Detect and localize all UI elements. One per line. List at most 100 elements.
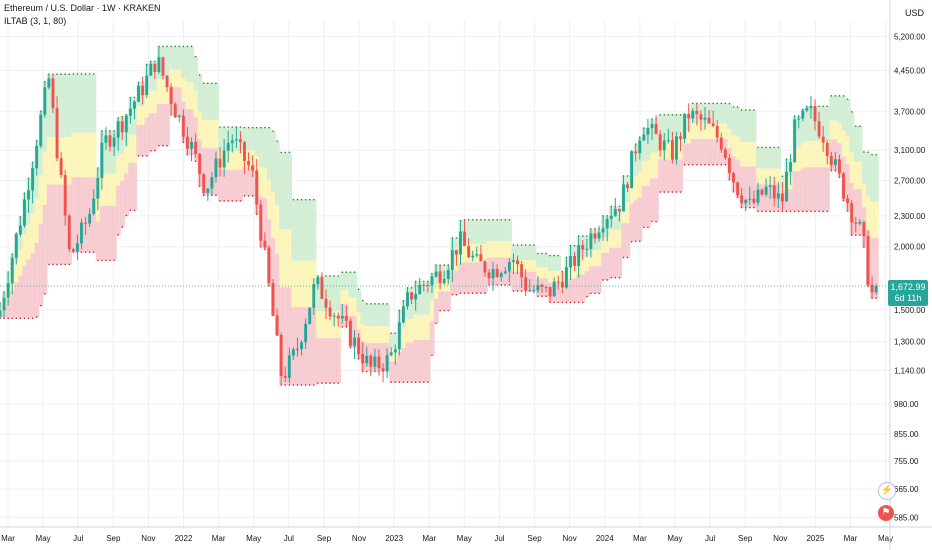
zone-yellow: [625, 202, 631, 224]
candle-body: [442, 278, 446, 284]
zone-yellow: [747, 142, 753, 167]
zone-red: [874, 237, 879, 299]
zone-yellow: [0, 308, 3, 312]
candle-body: [279, 334, 283, 377]
zone-high-dot: [704, 102, 706, 105]
zone-red: [450, 270, 455, 295]
zone-green: [800, 109, 806, 143]
candle-body: [752, 198, 756, 203]
zone-yellow: [14, 261, 19, 283]
zone-red: [580, 274, 586, 303]
zone-red: [112, 205, 117, 261]
candle-body: [467, 246, 471, 258]
zone-red: [291, 307, 297, 386]
zone-green: [470, 219, 476, 244]
zone-low-dot: [459, 292, 462, 294]
zone-low-dot: [508, 284, 511, 286]
y-tick-label: 4,450.00: [894, 67, 926, 76]
zone-green: [63, 74, 68, 137]
zone-high-dot: [875, 153, 877, 156]
zone-high-dot: [345, 271, 348, 274]
zone-green: [275, 141, 280, 206]
zone-low-dot: [333, 382, 335, 384]
candle-body: [255, 170, 259, 205]
zone-low-dot: [785, 210, 788, 213]
candle-body: [748, 198, 752, 200]
zone-high-dot: [133, 96, 136, 99]
zone-red: [482, 262, 488, 294]
y-tick-label: 3,700.00: [894, 107, 926, 116]
zone-red: [209, 148, 215, 196]
zone-red: [433, 298, 439, 324]
candle-body: [165, 75, 169, 88]
zone-high-dot: [850, 111, 853, 113]
candle-body: [304, 323, 308, 343]
zone-low-dot: [292, 384, 295, 386]
zone-yellow: [266, 179, 272, 220]
zone-high-dot: [691, 102, 694, 105]
zone-green: [332, 275, 337, 312]
x-tick-label: Sep: [738, 534, 753, 543]
y-tick-label: 5,200.00: [894, 32, 926, 41]
zone-green: [193, 56, 199, 92]
zone-high-dot: [492, 218, 494, 221]
x-tick-label: Mar: [1, 534, 15, 543]
zone-green: [393, 333, 398, 350]
candle-body: [512, 260, 515, 263]
zone-low-dot: [88, 251, 91, 253]
candle-body: [349, 320, 352, 346]
zone-high-dot: [382, 303, 384, 305]
candle-body: [609, 215, 613, 219]
zone-green: [254, 127, 260, 157]
currency-label[interactable]: USD: [904, 8, 924, 18]
zone-red: [116, 185, 121, 235]
zone-low-dot: [374, 370, 376, 373]
zone-red: [825, 167, 830, 212]
zone-green: [364, 303, 370, 327]
bar-countdown: 6d 11h: [894, 293, 922, 304]
zone-red: [564, 283, 570, 303]
zone-yellow: [698, 123, 704, 139]
zone-green: [311, 199, 317, 261]
candle-body: [397, 322, 401, 350]
candle-body: [275, 315, 279, 335]
flag-icon[interactable]: ⚑: [878, 505, 894, 521]
zone-high-dot: [581, 235, 584, 237]
zone-green: [857, 126, 863, 163]
candle-body: [838, 159, 841, 174]
zone-yellow: [821, 140, 826, 168]
candle-body: [520, 264, 524, 278]
zone-yellow: [234, 151, 240, 170]
symbol-title[interactable]: Ethereum / U.S. Dollar · 1W · KRAKEN: [4, 3, 161, 13]
candle-body: [35, 146, 39, 169]
zone-green: [759, 147, 765, 169]
candle-body: [418, 284, 422, 294]
zone-yellow: [185, 82, 191, 110]
zone-red: [743, 166, 749, 208]
zone-yellow: [755, 168, 761, 185]
zone-green: [666, 114, 671, 141]
zone-low-dot: [288, 384, 291, 386]
zone-yellow: [230, 151, 235, 170]
zone-green: [739, 109, 745, 143]
zone-green: [368, 303, 374, 327]
zone-red: [22, 265, 28, 319]
zone-yellow: [112, 173, 117, 206]
zone-yellow: [503, 241, 508, 258]
zone-yellow: [315, 311, 321, 339]
zone-low-dot: [129, 209, 132, 212]
indicator-label[interactable]: ILTAB (3, 1, 80): [4, 16, 67, 26]
lightning-icon[interactable]: ⚡: [878, 482, 896, 500]
zone-red: [6, 298, 11, 319]
zone-red: [605, 253, 610, 280]
zone-yellow: [401, 327, 407, 348]
zone-low-dot: [484, 292, 486, 294]
zone-high-dot: [198, 74, 201, 76]
zone-high-dot: [573, 244, 576, 247]
zone-high-dot: [325, 275, 327, 277]
candle-body: [622, 184, 625, 212]
candle-body: [112, 137, 116, 147]
candle-body: [564, 267, 568, 288]
candle-body: [613, 208, 617, 216]
